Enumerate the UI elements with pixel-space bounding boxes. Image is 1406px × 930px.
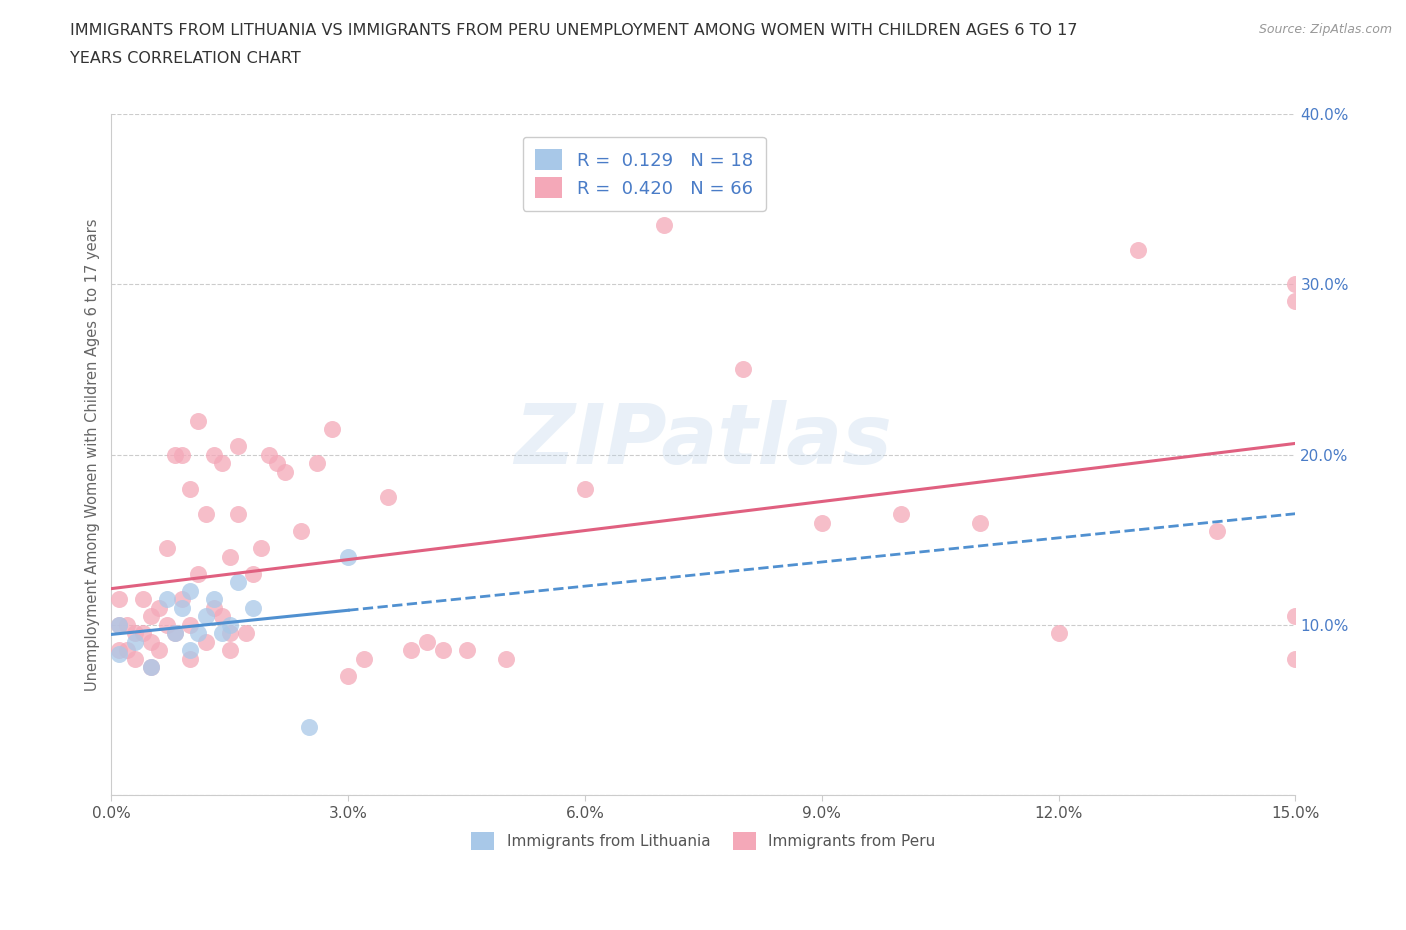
Point bbox=[195, 507, 218, 522]
Point bbox=[290, 524, 312, 538]
Point bbox=[108, 646, 131, 661]
Point bbox=[274, 464, 297, 479]
Point bbox=[218, 550, 240, 565]
Point bbox=[156, 591, 179, 606]
Point bbox=[1205, 524, 1227, 538]
Point bbox=[218, 626, 240, 641]
Point bbox=[259, 447, 281, 462]
Point bbox=[574, 481, 596, 496]
Point bbox=[250, 541, 273, 556]
Point bbox=[139, 660, 162, 675]
Point bbox=[179, 652, 201, 667]
Point bbox=[652, 218, 675, 232]
Point bbox=[377, 490, 399, 505]
Point bbox=[969, 515, 991, 530]
Point bbox=[195, 609, 218, 624]
Point bbox=[163, 447, 186, 462]
Point bbox=[163, 626, 186, 641]
Point bbox=[187, 626, 209, 641]
Point bbox=[218, 643, 240, 658]
Point bbox=[148, 601, 170, 616]
Point bbox=[139, 660, 162, 675]
Point bbox=[179, 643, 201, 658]
Point bbox=[163, 626, 186, 641]
Point bbox=[1284, 294, 1306, 309]
Point bbox=[1047, 626, 1070, 641]
Point bbox=[202, 447, 225, 462]
Point bbox=[890, 507, 912, 522]
Point bbox=[115, 618, 138, 632]
Point bbox=[139, 634, 162, 649]
Text: ZIPatlas: ZIPatlas bbox=[515, 401, 893, 482]
Point bbox=[353, 652, 375, 667]
Point bbox=[495, 652, 517, 667]
Point bbox=[187, 413, 209, 428]
Point bbox=[432, 643, 454, 658]
Point bbox=[179, 618, 201, 632]
Point bbox=[179, 481, 201, 496]
Point bbox=[202, 601, 225, 616]
Point bbox=[132, 626, 155, 641]
Point bbox=[172, 447, 194, 462]
Point bbox=[1284, 609, 1306, 624]
Point bbox=[811, 515, 834, 530]
Y-axis label: Unemployment Among Women with Children Ages 6 to 17 years: Unemployment Among Women with Children A… bbox=[86, 219, 100, 691]
Text: IMMIGRANTS FROM LITHUANIA VS IMMIGRANTS FROM PERU UNEMPLOYMENT AMONG WOMEN WITH : IMMIGRANTS FROM LITHUANIA VS IMMIGRANTS … bbox=[70, 23, 1078, 38]
Point bbox=[226, 507, 249, 522]
Point bbox=[108, 618, 131, 632]
Point bbox=[108, 643, 131, 658]
Point bbox=[211, 456, 233, 471]
Point bbox=[108, 618, 131, 632]
Point bbox=[156, 618, 179, 632]
Point bbox=[124, 652, 146, 667]
Point bbox=[321, 421, 343, 436]
Point bbox=[187, 566, 209, 581]
Point bbox=[1284, 277, 1306, 292]
Point bbox=[115, 643, 138, 658]
Text: Source: ZipAtlas.com: Source: ZipAtlas.com bbox=[1258, 23, 1392, 36]
Point bbox=[132, 591, 155, 606]
Point bbox=[1284, 652, 1306, 667]
Point bbox=[211, 609, 233, 624]
Point bbox=[218, 618, 240, 632]
Point bbox=[416, 634, 439, 649]
Point bbox=[124, 626, 146, 641]
Point bbox=[456, 643, 478, 658]
Point bbox=[226, 439, 249, 454]
Point bbox=[305, 456, 328, 471]
Text: YEARS CORRELATION CHART: YEARS CORRELATION CHART bbox=[70, 51, 301, 66]
Point bbox=[172, 591, 194, 606]
Point bbox=[235, 626, 257, 641]
Point bbox=[211, 626, 233, 641]
Point bbox=[179, 583, 201, 598]
Point bbox=[401, 643, 423, 658]
Point bbox=[139, 609, 162, 624]
Point bbox=[1126, 243, 1149, 258]
Point bbox=[202, 591, 225, 606]
Point bbox=[298, 720, 321, 735]
Legend: Immigrants from Lithuania, Immigrants from Peru: Immigrants from Lithuania, Immigrants fr… bbox=[465, 826, 942, 856]
Point bbox=[266, 456, 288, 471]
Point bbox=[172, 601, 194, 616]
Point bbox=[226, 575, 249, 590]
Point bbox=[124, 634, 146, 649]
Point bbox=[242, 601, 264, 616]
Point bbox=[148, 643, 170, 658]
Point bbox=[337, 669, 360, 684]
Point bbox=[731, 362, 754, 377]
Point bbox=[195, 634, 218, 649]
Point bbox=[156, 541, 179, 556]
Point bbox=[108, 591, 131, 606]
Point bbox=[337, 550, 360, 565]
Point bbox=[242, 566, 264, 581]
